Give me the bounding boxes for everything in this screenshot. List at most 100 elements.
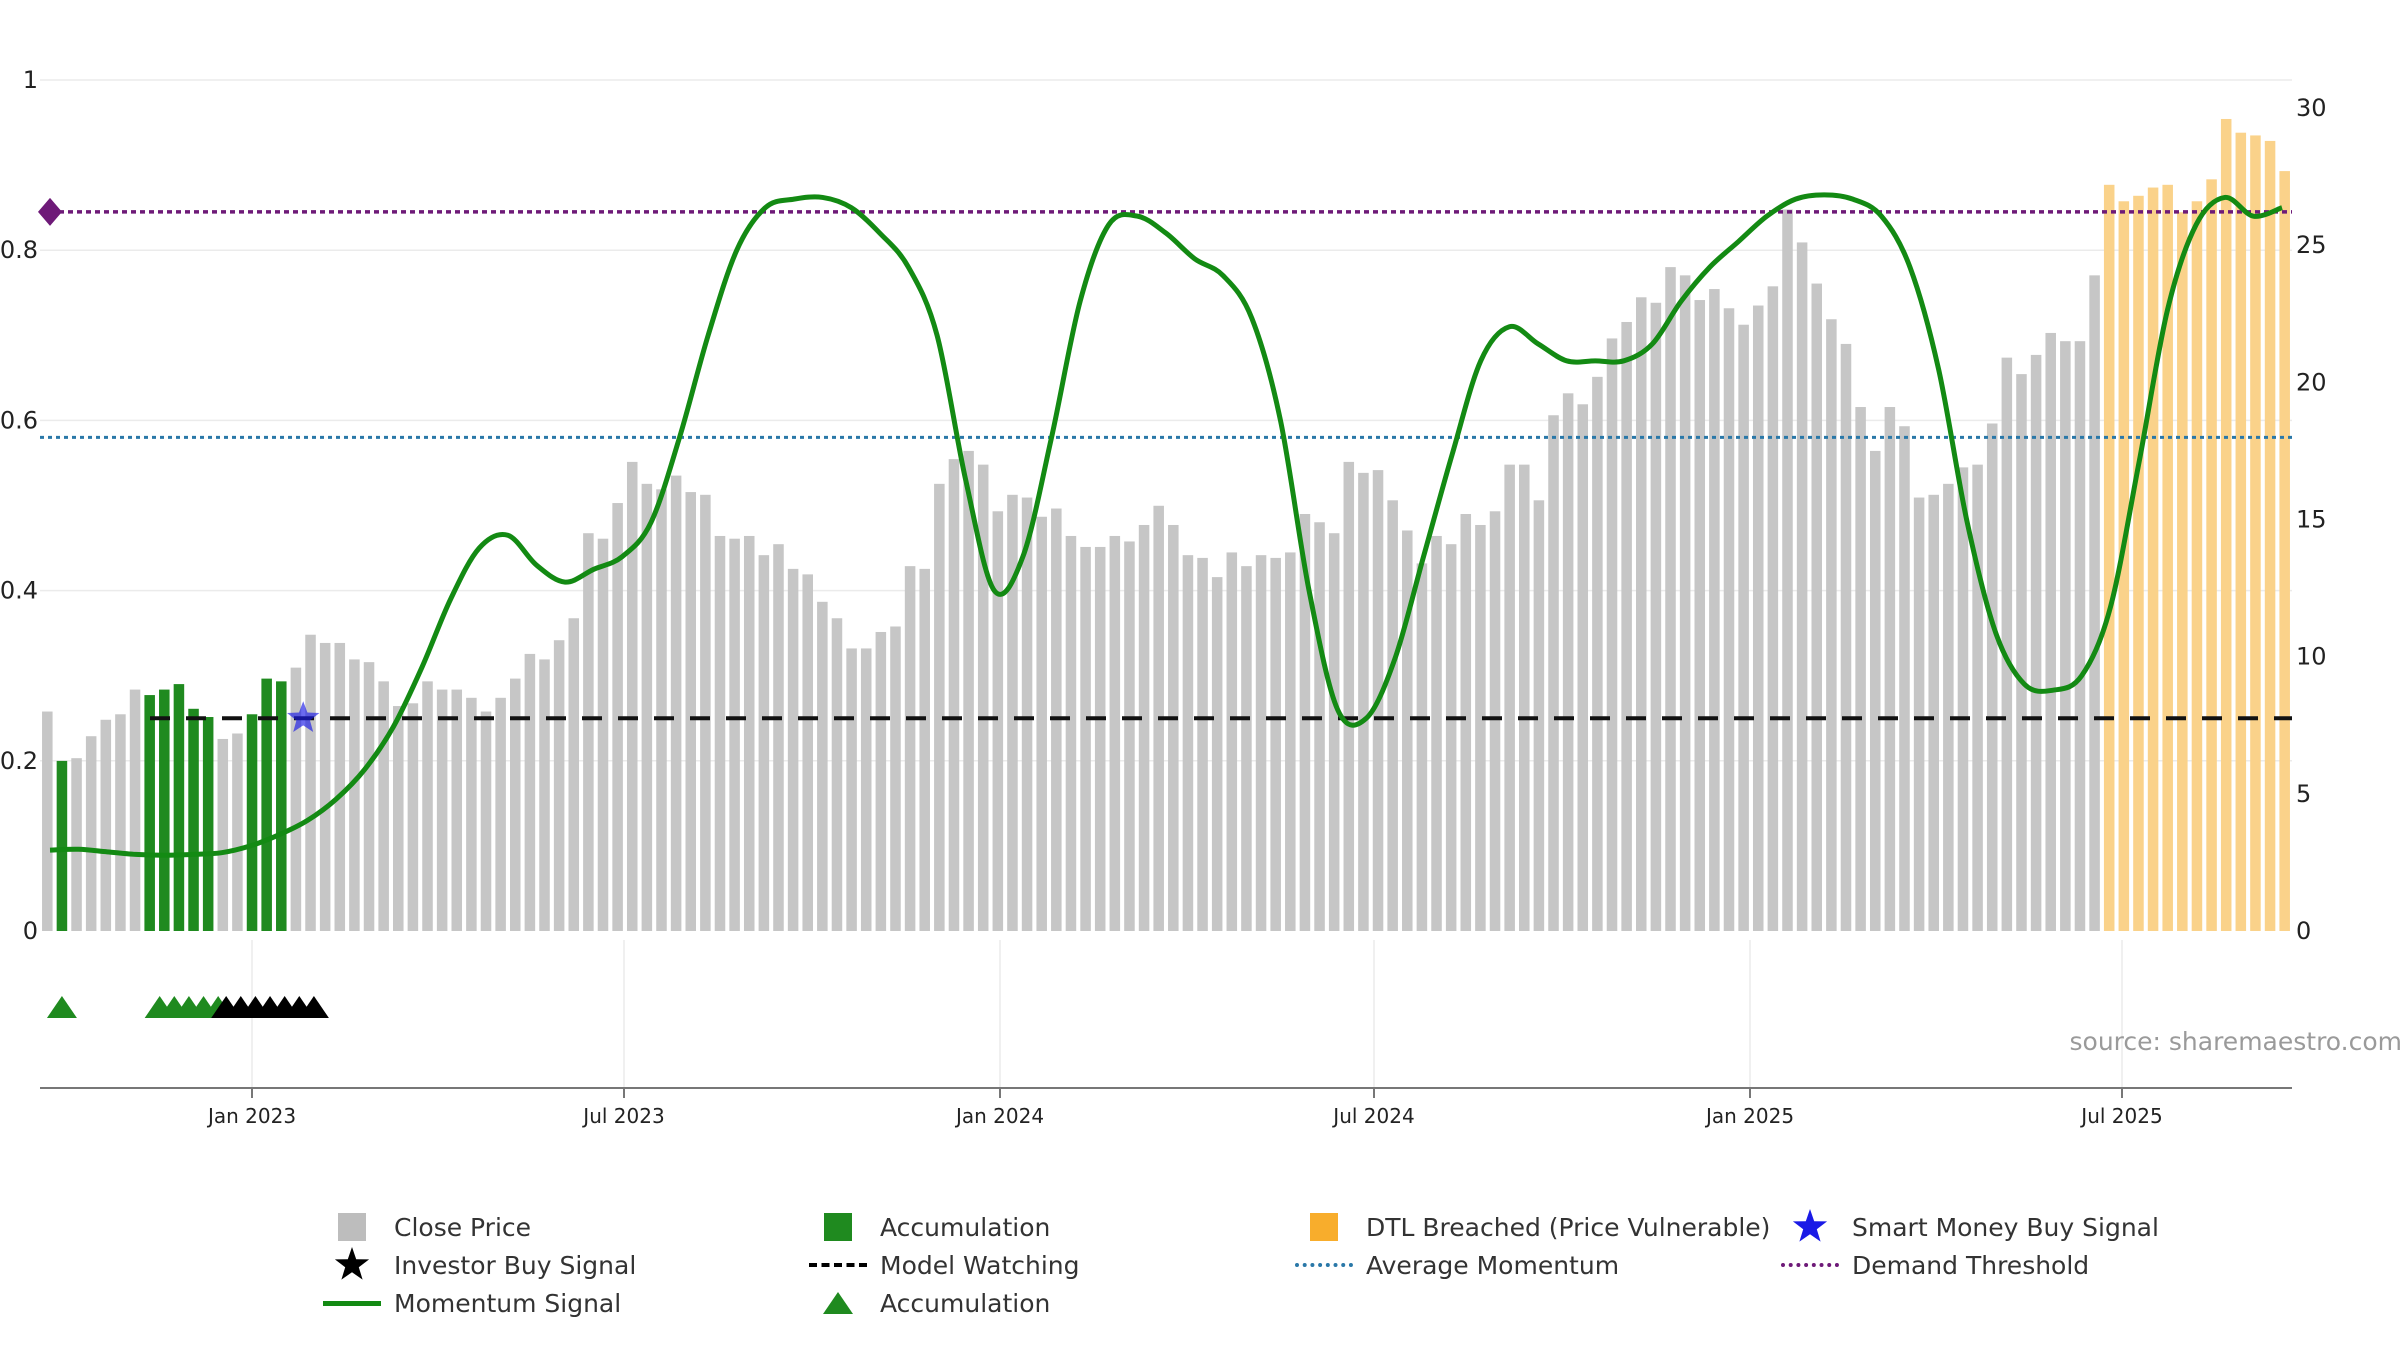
price-bar bbox=[1986, 423, 1998, 931]
price-bar bbox=[1182, 555, 1194, 931]
price-bar bbox=[670, 475, 682, 931]
price-bar bbox=[2118, 201, 2130, 932]
price-bar bbox=[1445, 544, 1457, 931]
price-bar bbox=[378, 681, 389, 931]
price-bar bbox=[700, 494, 711, 931]
legend-dtl-breached: DTL Breached (Price Vulnerable) bbox=[1292, 1210, 1770, 1244]
threshold-diamond-icon bbox=[38, 197, 62, 226]
price-bar bbox=[597, 538, 609, 931]
price-bar bbox=[1416, 563, 1428, 931]
price-bar bbox=[787, 568, 799, 931]
price-bar bbox=[1255, 555, 1267, 931]
price-bar bbox=[1285, 552, 1296, 931]
x-tick-label: Jan 2024 bbox=[954, 1104, 1044, 1128]
price-bar bbox=[1621, 321, 1632, 932]
price-bar bbox=[817, 601, 828, 931]
price-bar bbox=[246, 714, 258, 931]
price-bar bbox=[1957, 467, 1969, 931]
price-bar bbox=[1124, 541, 1135, 931]
price-bar bbox=[2250, 135, 2261, 931]
price-bar bbox=[1460, 514, 1472, 931]
price-bar bbox=[1299, 514, 1311, 931]
price-bar bbox=[2235, 132, 2247, 931]
price-bar bbox=[1694, 300, 1706, 931]
price-bar bbox=[846, 648, 857, 931]
price-bar bbox=[1635, 297, 1647, 931]
price-bar bbox=[100, 719, 112, 931]
price-bar bbox=[1065, 535, 1077, 931]
price-bar bbox=[1972, 464, 1983, 931]
price-bar bbox=[1343, 461, 1355, 931]
price-bar bbox=[2045, 332, 2056, 931]
price-bar bbox=[890, 626, 901, 931]
price-bar bbox=[1562, 393, 1574, 932]
price-bar bbox=[1358, 472, 1369, 931]
legend-label: Accumulation bbox=[880, 1288, 1051, 1318]
y-right-tick-label: 25 bbox=[2296, 231, 2327, 259]
price-bar bbox=[1138, 524, 1150, 931]
price-bar bbox=[451, 689, 463, 931]
legend-smart-money: Smart Money Buy Signal bbox=[1778, 1209, 2159, 1244]
price-bar bbox=[2191, 201, 2203, 932]
price-bar bbox=[1592, 376, 1603, 931]
price-bar bbox=[2060, 341, 2071, 931]
price-bar bbox=[802, 574, 813, 931]
price-bar bbox=[2264, 140, 2276, 932]
legend-investor-buy: Investor Buy Signal bbox=[320, 1247, 636, 1282]
price-bar bbox=[948, 459, 960, 931]
smart-money-star-icon bbox=[287, 701, 320, 732]
price-bar bbox=[217, 738, 229, 931]
legend-accumulation-marker: Accumulation bbox=[806, 1286, 1050, 1320]
price-bar bbox=[963, 450, 974, 931]
price-bar bbox=[1577, 404, 1589, 931]
y-right-tick-label: 5 bbox=[2296, 780, 2311, 808]
price-bar bbox=[714, 535, 726, 931]
price-bar bbox=[422, 681, 433, 931]
price-bar bbox=[42, 711, 53, 931]
price-bar bbox=[1796, 242, 1808, 931]
dotted-line-swatch bbox=[1292, 1248, 1356, 1282]
price-bar bbox=[568, 618, 580, 931]
price-bar bbox=[1431, 535, 1442, 931]
price-bar bbox=[524, 653, 536, 931]
price-bar bbox=[1869, 450, 1881, 931]
price-bar bbox=[2089, 275, 2100, 931]
price-bar bbox=[2162, 184, 2173, 931]
price-bar bbox=[641, 483, 653, 931]
reference-lines bbox=[38, 197, 2292, 721]
price-bar bbox=[1928, 494, 1939, 931]
price-bar bbox=[1226, 552, 1238, 931]
price-bar bbox=[1723, 308, 1735, 932]
price-bar bbox=[539, 659, 550, 931]
price-bar bbox=[1606, 338, 1618, 931]
star-icon bbox=[320, 1247, 384, 1282]
y-right-tick-label: 0 bbox=[2296, 917, 2311, 945]
dotted-line-swatch bbox=[1778, 1248, 1842, 1282]
x-ticks: Jan 2023 Jul 2023 Jan 2024 Jul 2024 Jan 2025… bbox=[206, 1088, 2163, 1128]
price-bar bbox=[1943, 483, 1954, 931]
x-tick-label: Jul 2023 bbox=[581, 1104, 664, 1128]
price-bar bbox=[977, 464, 989, 931]
price-bar bbox=[1504, 464, 1515, 931]
price-bar bbox=[773, 544, 784, 931]
price-bar bbox=[188, 708, 199, 931]
price-bar bbox=[1826, 319, 1837, 931]
price-bar bbox=[1709, 289, 1720, 931]
price-bar bbox=[1650, 302, 1662, 931]
x-tick-label: Jul 2024 bbox=[1331, 1104, 1414, 1128]
price-bar bbox=[319, 642, 331, 931]
momentum-line bbox=[49, 192, 2283, 858]
price-bar bbox=[1782, 209, 1793, 932]
price-bar bbox=[232, 733, 243, 931]
price-bar bbox=[729, 538, 740, 931]
price-bar bbox=[436, 689, 448, 931]
price-bar bbox=[276, 681, 287, 931]
price-bar bbox=[934, 483, 945, 931]
y-left-tick-label: 0.4 bbox=[0, 577, 38, 605]
price-bar bbox=[1752, 305, 1764, 931]
legend-label: Average Momentum bbox=[1366, 1250, 1620, 1280]
price-bar bbox=[758, 555, 770, 931]
price-bar bbox=[1840, 343, 1852, 932]
y-right-tick-label: 30 bbox=[2296, 94, 2327, 122]
